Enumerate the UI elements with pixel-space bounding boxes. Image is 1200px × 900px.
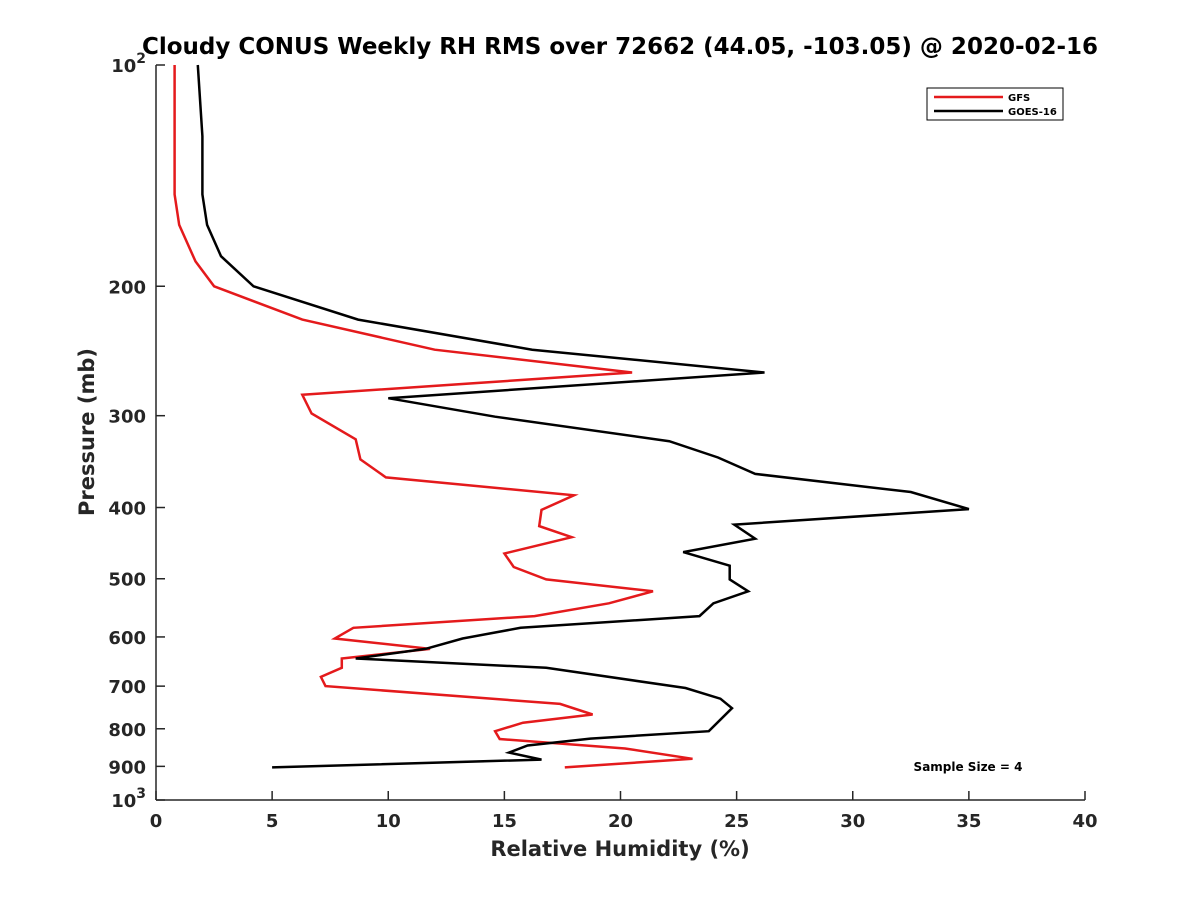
series-line-gfs bbox=[173, 65, 693, 769]
y-tick-label: 800 bbox=[108, 720, 146, 741]
x-tick-label: 20 bbox=[608, 811, 633, 832]
x-tick-label: 30 bbox=[840, 811, 865, 832]
x-ticks: 0 5 10 15 20 25 30 35 40 bbox=[150, 791, 1098, 832]
legend-label-gfs: GFS bbox=[1008, 93, 1030, 104]
legend-box bbox=[926, 87, 1064, 121]
plot-area bbox=[156, 65, 1085, 800]
y-tick-label: 500 bbox=[108, 570, 146, 591]
y-axis-label: Pressure (mb) bbox=[75, 348, 99, 516]
legend: GFS GOES-16 bbox=[926, 87, 1064, 121]
y-ticks: 102 200 300 400 500 600 700 800 900 103 bbox=[108, 51, 165, 812]
x-tick-label: 5 bbox=[266, 811, 279, 832]
y-tick-label: 200 bbox=[108, 277, 146, 298]
y-tick-label: 103 bbox=[111, 786, 146, 812]
y-tick-label: 300 bbox=[108, 407, 146, 428]
y-tick-label: 900 bbox=[108, 757, 146, 778]
x-tick-label: 10 bbox=[376, 811, 401, 832]
legend-label-goes16: GOES-16 bbox=[1008, 107, 1057, 118]
series-line-goes16 bbox=[196, 64, 970, 769]
chart-title: Cloudy CONUS Weekly RH RMS over 72662 (4… bbox=[142, 34, 1098, 60]
y-tick-label: 400 bbox=[108, 499, 146, 520]
y-tick-label: 102 bbox=[111, 51, 146, 77]
y-tick-label: 700 bbox=[108, 677, 146, 698]
series-layer bbox=[173, 64, 970, 769]
x-axis-label: Relative Humidity (%) bbox=[490, 837, 749, 861]
x-tick-label: 40 bbox=[1072, 811, 1097, 832]
x-tick-label: 0 bbox=[150, 811, 163, 832]
x-tick-label: 25 bbox=[724, 811, 749, 832]
y-tick-label: 600 bbox=[108, 628, 146, 649]
sample-size-annotation: Sample Size = 4 bbox=[914, 760, 1023, 774]
x-tick-label: 35 bbox=[956, 811, 981, 832]
x-tick-label: 15 bbox=[492, 811, 517, 832]
